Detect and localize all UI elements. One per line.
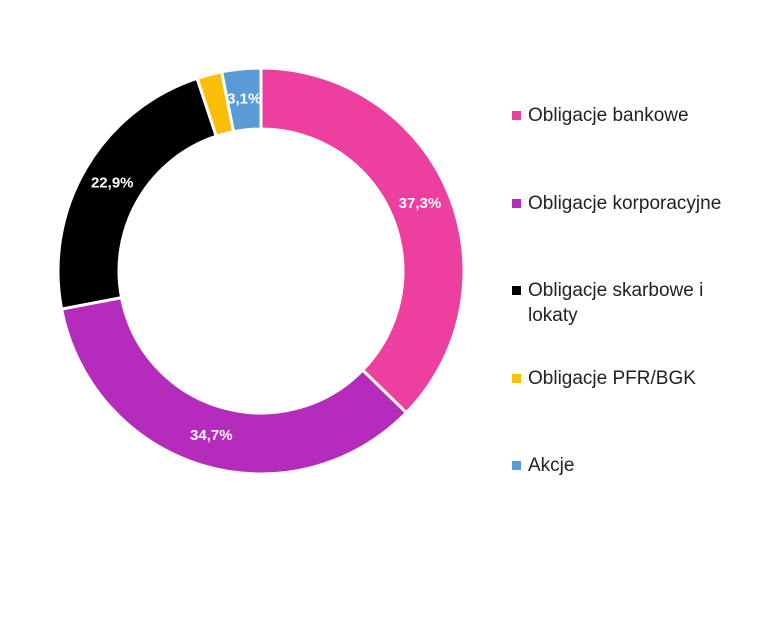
legend-item: Obligacje PFR/BGK bbox=[512, 366, 743, 391]
legend-item: Obligacje skarbowe i lokaty bbox=[512, 278, 743, 328]
slice bbox=[59, 295, 409, 476]
value-label: 3,1% bbox=[227, 90, 261, 107]
value-label: 37,3% bbox=[399, 195, 442, 212]
legend-label: Obligacje PFR/BGK bbox=[528, 368, 696, 389]
slice bbox=[219, 66, 263, 134]
legend-item: Akcje bbox=[512, 453, 743, 478]
legend-swatch bbox=[512, 374, 521, 383]
legend-label: Obligacje korporacyjne bbox=[528, 193, 722, 214]
legend-swatch bbox=[512, 111, 521, 120]
legend-swatch bbox=[512, 286, 521, 295]
legend-label: Obligacje skarbowe i lokaty bbox=[528, 280, 704, 326]
legend-label: Akcje bbox=[528, 455, 575, 476]
legend-item: Obligacje bankowe bbox=[512, 103, 743, 128]
legend-swatch bbox=[512, 461, 521, 470]
legend-item: Obligacje korporacyjne bbox=[512, 191, 743, 216]
value-label: 22,9% bbox=[91, 175, 134, 192]
slice bbox=[56, 76, 219, 311]
value-label: 34,7% bbox=[190, 427, 233, 444]
legend-label: Obligacje bankowe bbox=[528, 105, 689, 126]
slice bbox=[259, 66, 466, 415]
legend-swatch bbox=[512, 199, 521, 208]
